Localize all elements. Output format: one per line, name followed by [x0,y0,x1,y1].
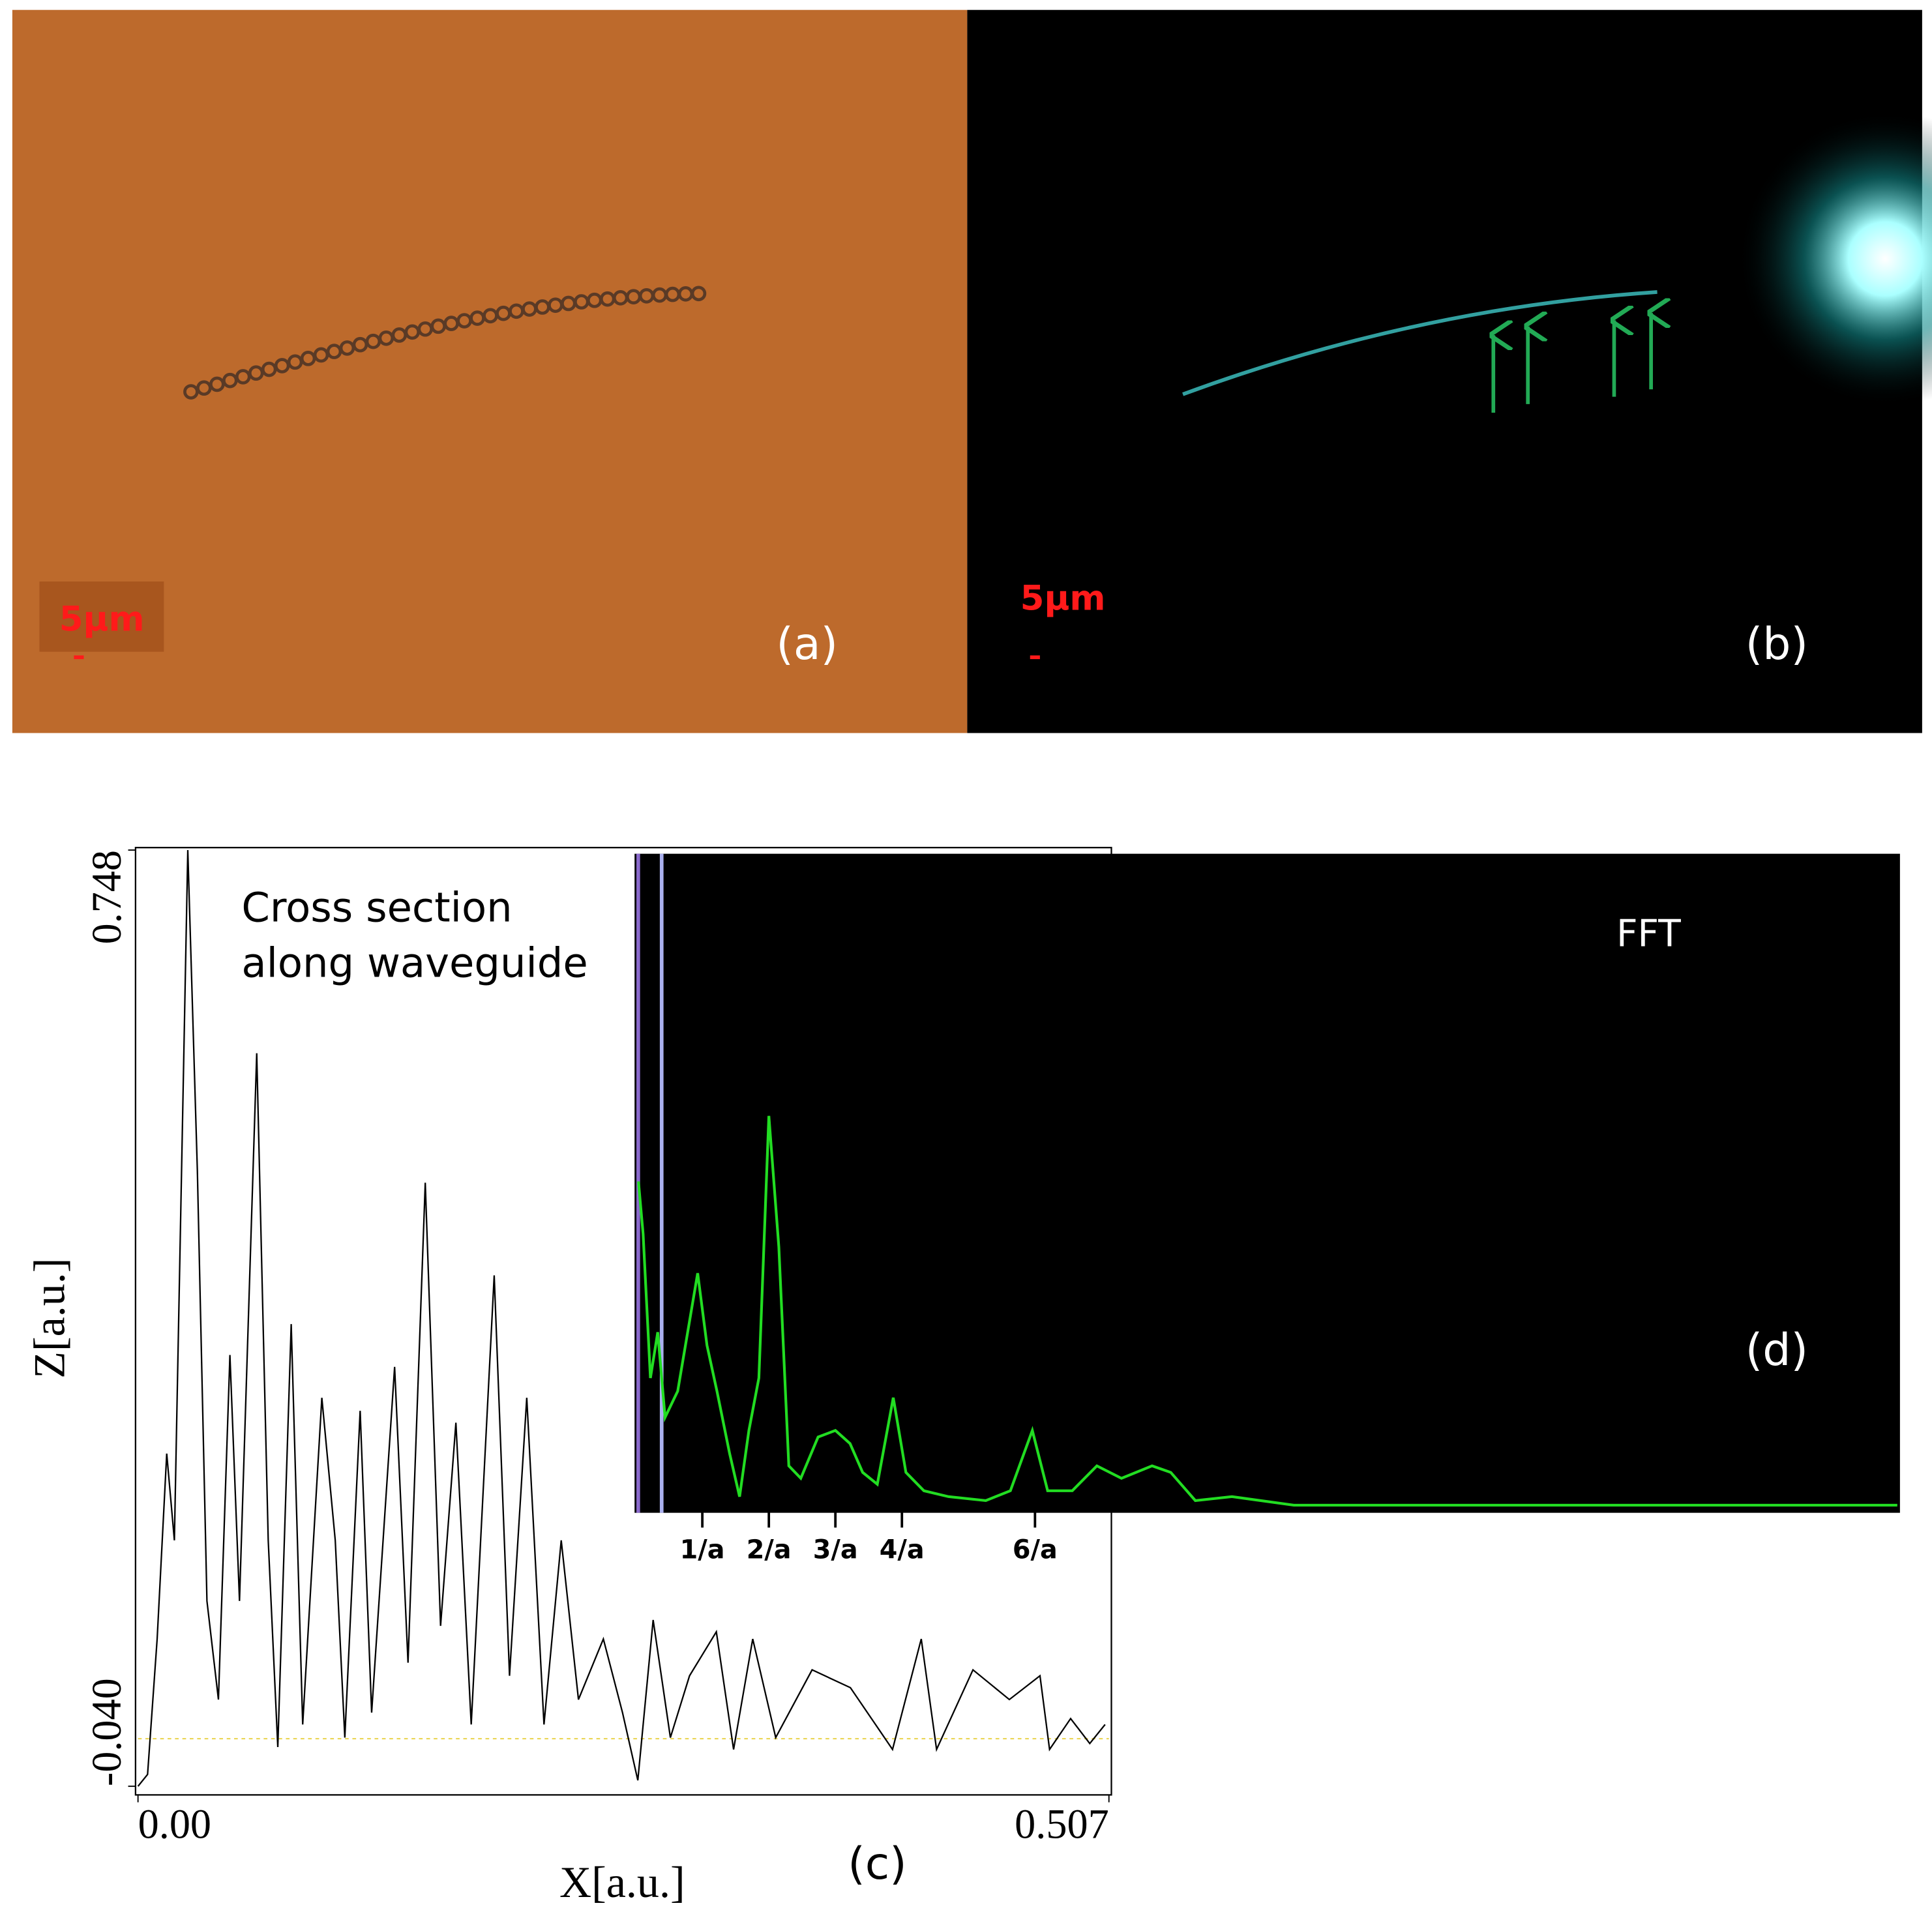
x-axis-label: X[a.u.] [559,1857,685,1907]
chart-title: Cross section [241,884,512,932]
micrograph [12,10,968,733]
x-tick-label: 0.507 [1015,1801,1109,1847]
scale-box [39,581,164,652]
panel-a: 5μm (a) [12,10,968,733]
panel-label: (d) [1746,1325,1808,1376]
panel-label: (b) [1746,619,1808,670]
dot [222,372,238,389]
dot [209,376,225,392]
dot [248,365,264,381]
glow [1737,111,1932,407]
y-axis-label: Z[a.u.] [24,1258,74,1379]
dot [261,361,277,377]
data-line [137,849,1106,1787]
dot [235,369,251,385]
waveguide-chain [183,286,707,400]
charts: 0.00 0.507 -0.040 0.748 Z[a.u.] X[a.u.] Cross … [24,847,1900,1907]
panel-label: (c) [848,1838,906,1890]
dot [300,351,316,366]
waveguide-emission [1182,290,1657,396]
chart-title: along waveguide [241,939,587,987]
x-tick-label: 4/a [880,1535,925,1565]
dot [287,354,303,370]
scale-bar-label: 5μm [1020,579,1106,619]
dot [274,358,290,374]
y-tick-label: -0.040 [83,1678,130,1786]
scale-bar [1030,655,1040,660]
panel-label: (a) [776,619,838,670]
x-tick-label: 1/a [680,1535,725,1565]
x-tick-label: 3/a [813,1535,858,1565]
x-tick-label: 2/a [747,1535,792,1565]
plot-bg [634,853,1900,1513]
y-tick-label: 0.748 [83,850,130,945]
fluorescence-image [967,10,1922,733]
dot [196,380,212,396]
x-tick-label: 0.00 [138,1801,211,1847]
chart-title: FFT [1616,912,1681,955]
data-line [637,1115,1897,1507]
scale-bar-label: 5μm [59,600,145,640]
dot [691,286,707,302]
dot [183,384,199,400]
scale-bar [74,655,84,660]
x-tick-label: 6/a [1013,1535,1058,1565]
panel-b: 5μm (b) [967,10,1932,733]
